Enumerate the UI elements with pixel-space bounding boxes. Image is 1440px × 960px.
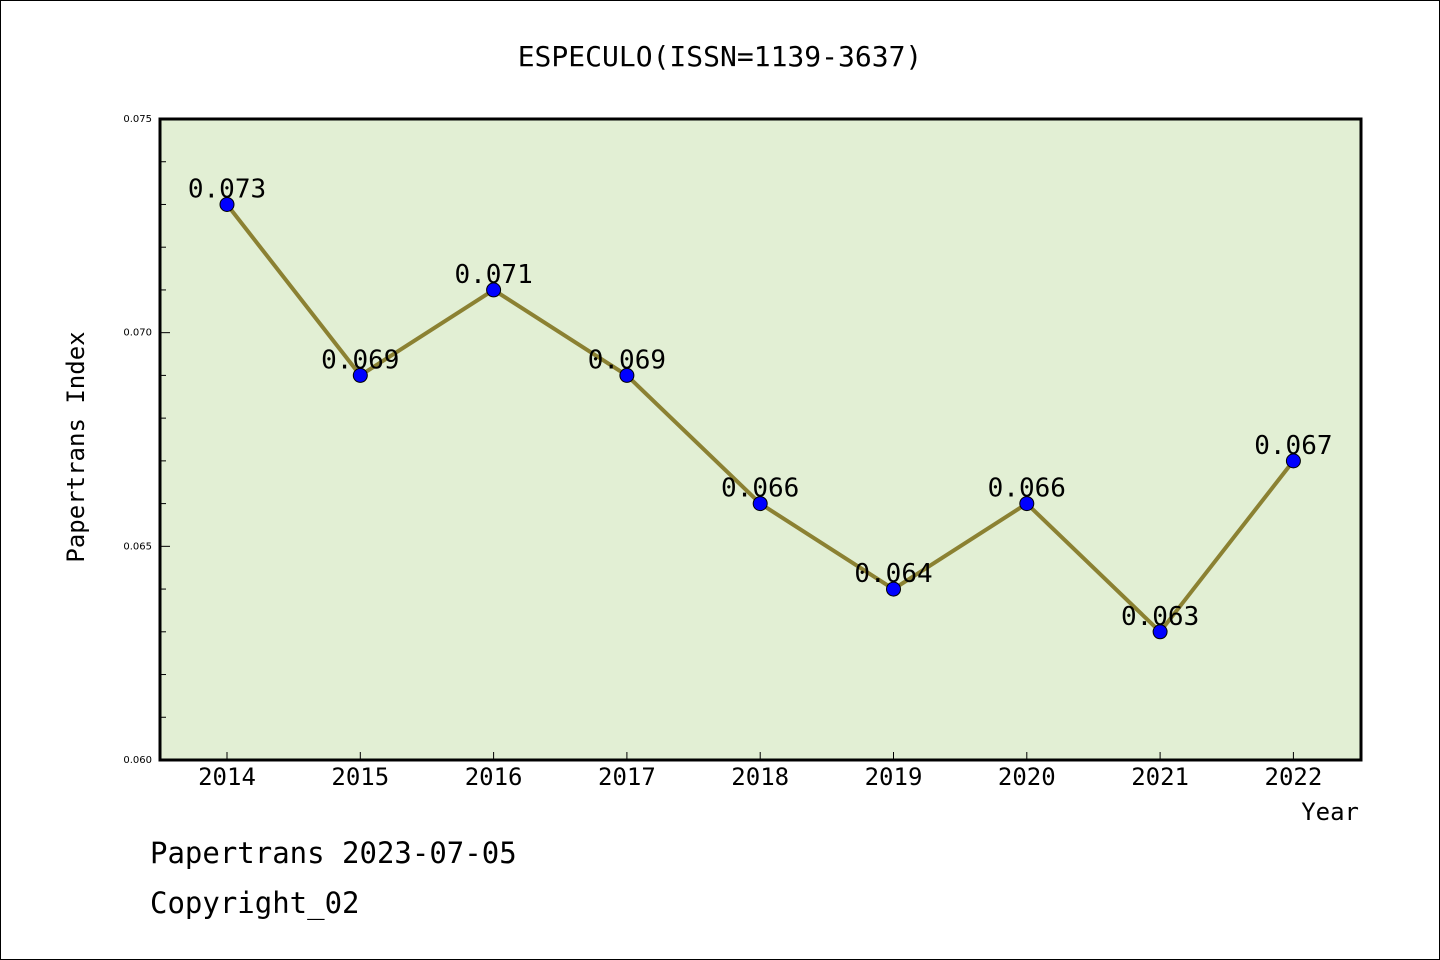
data-point <box>1152 624 1168 640</box>
y-tick-label: 0.060 <box>123 755 152 766</box>
x-tick-label: 2015 <box>331 763 389 791</box>
y-tick-label: 0.065 <box>123 541 152 552</box>
data-point <box>1019 496 1035 512</box>
y-tick-label: 0.075 <box>123 114 152 125</box>
y-axis-label: Papertrans Index <box>62 331 90 562</box>
data-point <box>486 282 502 298</box>
x-tick-label: 2014 <box>198 763 256 791</box>
chart-title: ESPECULO(ISSN=1139-3637) <box>518 40 923 73</box>
x-tick-label: 2019 <box>865 763 923 791</box>
plot-border <box>158 117 1363 762</box>
y-tick-label: 0.070 <box>123 328 152 339</box>
x-axis-label: Year <box>1301 798 1359 826</box>
data-label: 0.067 <box>1254 431 1332 461</box>
data-point <box>752 496 768 512</box>
data-point <box>219 196 235 212</box>
data-point <box>1285 453 1301 469</box>
plot-area <box>160 119 1361 760</box>
data-label: 0.066 <box>988 474 1066 504</box>
x-tick-label: 2016 <box>465 763 523 791</box>
data-label: 0.071 <box>454 260 532 290</box>
x-tick-label: 2022 <box>1265 763 1323 791</box>
footer-copyright: Copyright_02 <box>150 886 360 920</box>
data-point <box>619 367 635 383</box>
data-label: 0.069 <box>588 345 666 375</box>
x-tick-label: 2017 <box>598 763 656 791</box>
data-label: 0.073 <box>188 174 266 204</box>
data-label: 0.069 <box>321 345 399 375</box>
x-tick-label: 2021 <box>1131 763 1189 791</box>
x-tick-label: 2018 <box>731 763 789 791</box>
data-label: 0.063 <box>1121 602 1199 632</box>
data-point <box>886 581 901 597</box>
x-tick-label: 2020 <box>998 763 1056 791</box>
footer-date: Papertrans 2023-07-05 <box>150 836 517 870</box>
data-label: 0.066 <box>721 474 799 504</box>
data-label: 0.064 <box>854 559 932 589</box>
data-point <box>352 367 368 383</box>
